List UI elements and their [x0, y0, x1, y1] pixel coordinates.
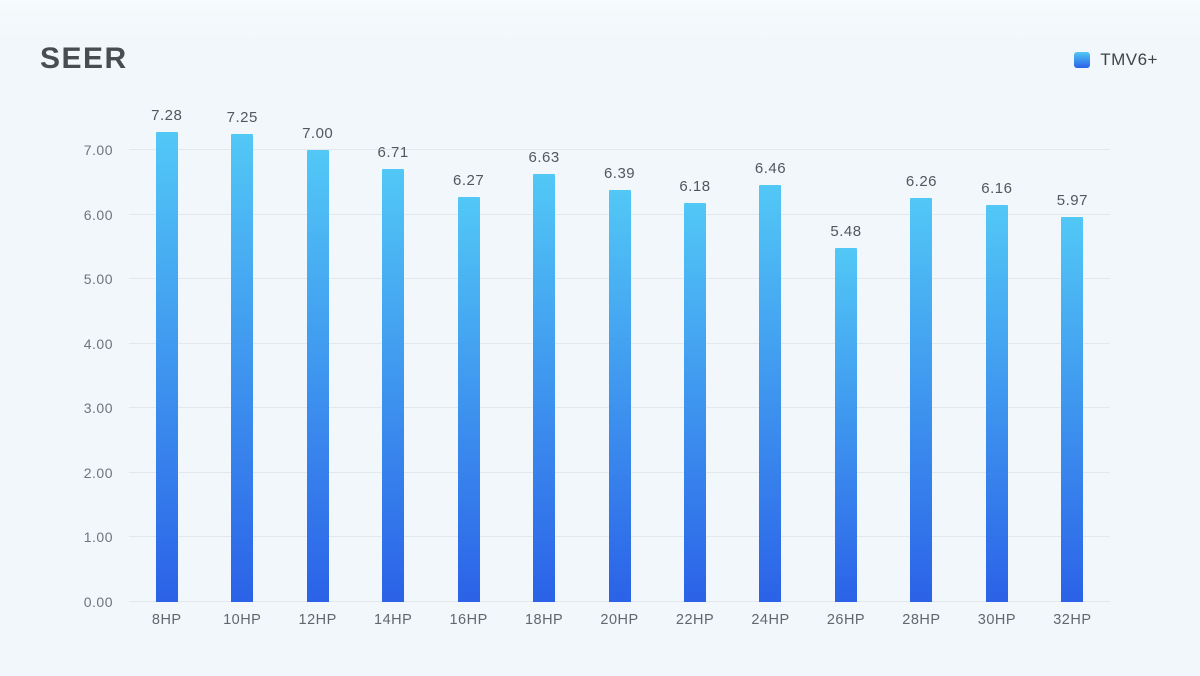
y-tick-label: 5.00 — [83, 271, 113, 288]
bar-cell-18hp: 6.63 — [506, 120, 581, 602]
bar-32hp[interactable] — [1061, 217, 1084, 602]
x-tick-label-14hp: 14HP — [374, 612, 413, 628]
bar-value-label: 5.48 — [830, 223, 862, 240]
bar-22hp[interactable] — [684, 203, 707, 602]
bar-16hp[interactable] — [457, 197, 480, 602]
bar-12hp[interactable] — [306, 150, 329, 602]
x-tick-label-18hp: 18HP — [524, 612, 564, 628]
bar-cell-8hp: 7.28 — [129, 107, 204, 602]
bar-cell-32hp: 5.97 — [1035, 120, 1110, 602]
bar-cell-10hp: 7.25 — [204, 109, 279, 602]
bar-10hp[interactable] — [231, 134, 254, 602]
bar-value-label: 6.27 — [453, 172, 485, 189]
y-tick-label: 6.00 — [83, 206, 113, 223]
bar-value-label: 6.26 — [905, 173, 938, 190]
x-tick-label-26hp: 26HP — [826, 612, 866, 628]
chart-title: SEER — [40, 42, 128, 75]
bar-24hp[interactable] — [759, 185, 782, 602]
bar-value-label: 6.16 — [981, 180, 1013, 197]
x-tick-label-12hp: 12HP — [298, 612, 337, 628]
bar-cell-26hp: 5.48 — [808, 120, 883, 602]
bar-value-label: 6.63 — [528, 149, 560, 166]
bar-value-label: 6.71 — [377, 144, 409, 161]
bar-30hp[interactable] — [985, 205, 1008, 602]
gridline — [129, 149, 1110, 151]
y-tick-label: 1.00 — [83, 529, 113, 546]
bar-value-label: 6.46 — [754, 160, 787, 177]
bar-cell-12hp: 7.00 — [280, 120, 355, 602]
bar-cell-24hp: 6.46 — [733, 120, 808, 602]
legend-swatch-icon — [1074, 52, 1091, 68]
y-tick-label: 7.00 — [83, 142, 113, 159]
x-tick-label-30hp: 30HP — [977, 612, 1017, 628]
x-tick-label-32hp: 32HP — [1053, 612, 1092, 628]
plot-area: 7.28 7.25 7.00 6.71 6.27 6.63 6.39 6.18 6.46 5.48… — [129, 107, 1110, 602]
y-tick-label: 2.00 — [83, 464, 113, 481]
y-tick-label: 0.00 — [83, 594, 113, 610]
bar-value-label: 6.39 — [603, 165, 636, 182]
x-tick-label-24hp: 24HP — [751, 612, 790, 628]
bar-value-label: 5.97 — [1056, 192, 1088, 209]
bar-cell-28hp: 6.26 — [884, 120, 959, 602]
bar-value-label: 7.00 — [302, 125, 334, 142]
bar-value-label: 7.25 — [226, 109, 258, 126]
bar-value-label: 7.28 — [151, 107, 183, 124]
bar-cell-16hp: 6.27 — [431, 120, 506, 602]
x-tick-label-28hp: 28HP — [902, 612, 941, 628]
y-axis: 0.00 1.00 2.00 3.00 4.00 5.00 6.00 7.00 — [0, 120, 113, 610]
x-tick-label-10hp: 10HP — [223, 612, 262, 628]
bar-8hp[interactable] — [155, 132, 178, 602]
y-tick-label: 4.00 — [83, 335, 113, 352]
y-tick-label: 3.00 — [83, 400, 113, 417]
bar-value-label: 6.18 — [679, 178, 711, 195]
bar-14hp[interactable] — [382, 169, 405, 602]
bar-28hp[interactable] — [910, 198, 933, 602]
bar-cell-22hp: 6.18 — [657, 120, 732, 602]
bar-26hp[interactable] — [834, 248, 857, 602]
x-tick-label-22hp: 22HP — [675, 612, 715, 628]
bar-cell-14hp: 6.71 — [355, 120, 430, 602]
bar-18hp[interactable] — [533, 174, 556, 602]
legend-label: TMV6+ — [1100, 50, 1158, 69]
bar-series: 7.28 7.25 7.00 6.71 6.27 6.63 6.39 6.18 6.46 5.48… — [129, 107, 1110, 602]
x-tick-label-20hp: 20HP — [600, 612, 639, 628]
bar-20hp[interactable] — [608, 190, 631, 602]
x-axis: 8HP 10HP 12HP 14HP 16HP 18HP 20HP 22HP 24HP 26HP 2… — [129, 612, 1110, 628]
bar-cell-30hp: 6.16 — [959, 120, 1034, 602]
x-tick-label-8hp: 8HP — [151, 612, 182, 628]
x-tick-label-16hp: 16HP — [449, 612, 488, 628]
bar-cell-20hp: 6.39 — [582, 120, 657, 602]
legend-item-tmv6[interactable]: TMV6+ — [1074, 50, 1158, 70]
